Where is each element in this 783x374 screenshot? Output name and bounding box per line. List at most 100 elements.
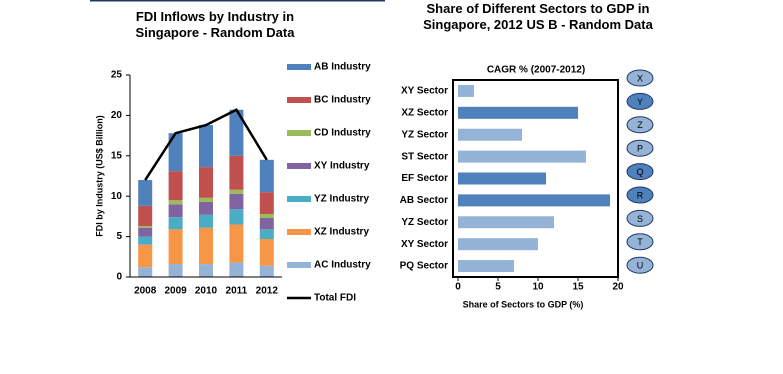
bar-segment — [168, 229, 183, 265]
bar-segment — [229, 189, 244, 194]
category-label: XZ Sector — [401, 107, 448, 118]
bar-segment — [138, 180, 153, 206]
bar-segment — [168, 217, 183, 230]
x-tick-label: 10 — [532, 282, 544, 293]
marker-label: Z — [637, 120, 643, 130]
bar-segment — [199, 214, 213, 228]
bar-segment — [229, 193, 244, 210]
marker-label: U — [637, 261, 644, 271]
x-tick-label: 15 — [572, 282, 584, 293]
marker-badge — [626, 69, 654, 87]
bar-segment — [168, 204, 183, 218]
category-label: ST Sector — [401, 151, 448, 162]
category-label: XY Sector — [401, 86, 448, 97]
marker-badge — [626, 233, 654, 251]
legend-label: CD Industry — [314, 128, 371, 139]
marker-badge — [626, 186, 654, 204]
category-label: EF Sector — [401, 173, 448, 184]
marker-badge — [626, 92, 654, 110]
category-label: XY Sector — [401, 239, 448, 250]
y-tick-label: 25 — [111, 70, 123, 81]
chart-title: Share of Different Sectors to GDP in Sing… — [423, 1, 653, 32]
y-tick-label: 5 — [116, 231, 122, 242]
title-line: Singapore, 2012 US B - Random Data — [423, 17, 653, 32]
marker-badge — [626, 139, 654, 157]
y-tick-label: 15 — [111, 150, 123, 161]
plot-frame — [452, 79, 619, 278]
bar — [458, 216, 554, 229]
category-label: AB Sector — [400, 195, 448, 206]
x-tick-label: 5 — [495, 282, 501, 293]
chart-title: FDI Inflows by Industry in Singapore - Ra… — [136, 9, 296, 40]
legend-swatch — [287, 64, 311, 70]
bar — [458, 172, 546, 185]
bar-segment — [259, 218, 274, 230]
y-tick-label: 10 — [111, 191, 123, 202]
x-tick-label: 2012 — [256, 286, 279, 297]
bar-segment — [168, 264, 183, 277]
y-tick-label: 0 — [116, 272, 122, 283]
x-tick-label: 2010 — [195, 286, 218, 297]
bar-segment — [138, 267, 153, 277]
bar-segment — [168, 200, 183, 205]
bar-segment — [259, 192, 274, 214]
x-tick-label: 2011 — [226, 286, 248, 297]
marker-label: P — [637, 144, 643, 154]
bar — [458, 150, 586, 163]
bar — [458, 128, 522, 141]
bar-segment — [199, 125, 213, 168]
bar-segment — [199, 167, 213, 198]
bar-segment — [229, 224, 244, 263]
bar-segment — [259, 229, 274, 240]
total-line — [144, 108, 268, 181]
title-line: Share of Different Sectors to GDP in — [427, 1, 650, 16]
bar-segment — [259, 239, 274, 266]
bar-segment — [199, 201, 213, 215]
bar-segment — [138, 244, 153, 268]
legend-label: Total FDI — [314, 293, 356, 304]
bar-segment — [168, 171, 183, 201]
marker-label: R — [637, 190, 644, 200]
x-tick-label: 2008 — [134, 286, 157, 297]
x-axis-label: Share of Sectors to GDP (%) — [463, 299, 584, 309]
marker-badge — [626, 209, 654, 227]
category-label: YZ Sector — [401, 217, 448, 228]
legend-swatch — [287, 229, 311, 235]
bar — [458, 106, 578, 119]
x-tick-label: 0 — [455, 282, 461, 293]
bar — [458, 84, 474, 97]
bar-segment — [199, 264, 213, 277]
y-axis-label: FDI by Industry (US$ Billion) — [94, 115, 104, 237]
marker-badge — [626, 256, 654, 274]
title-line: FDI Inflows by Industry in — [136, 9, 294, 24]
marker-label: Q — [636, 167, 643, 177]
legend-label: AB Industry — [314, 62, 371, 73]
bar — [458, 260, 514, 273]
y-tick-label: 20 — [111, 110, 123, 121]
x-tick-label: 2009 — [164, 286, 187, 297]
legend-label: YZ Industry — [314, 194, 369, 205]
bar — [458, 238, 538, 251]
legend-label: AC Industry — [314, 260, 371, 271]
legend-label: BC Industry — [314, 95, 371, 106]
bar-segment — [138, 205, 153, 227]
bar-segment — [138, 236, 153, 245]
bar-segment — [259, 265, 274, 277]
legend-swatch — [287, 262, 311, 268]
bar-segment — [168, 133, 183, 172]
legend-swatch — [287, 130, 311, 136]
category-label: PQ Sector — [400, 261, 448, 272]
legend-label: XY Industry — [314, 161, 370, 172]
bar-segment — [229, 262, 244, 277]
marker-label: X — [637, 73, 643, 83]
marker-badge — [626, 116, 654, 134]
bar-segment — [229, 109, 244, 156]
subtitle: CAGR % (2007-2012) — [487, 65, 585, 76]
legend-label: XZ Industry — [314, 227, 369, 238]
legend-swatch — [287, 196, 311, 202]
marker-label: S — [637, 214, 643, 224]
bar-segment — [138, 226, 153, 228]
bar-segment — [138, 227, 153, 237]
bar-segment — [229, 155, 244, 190]
